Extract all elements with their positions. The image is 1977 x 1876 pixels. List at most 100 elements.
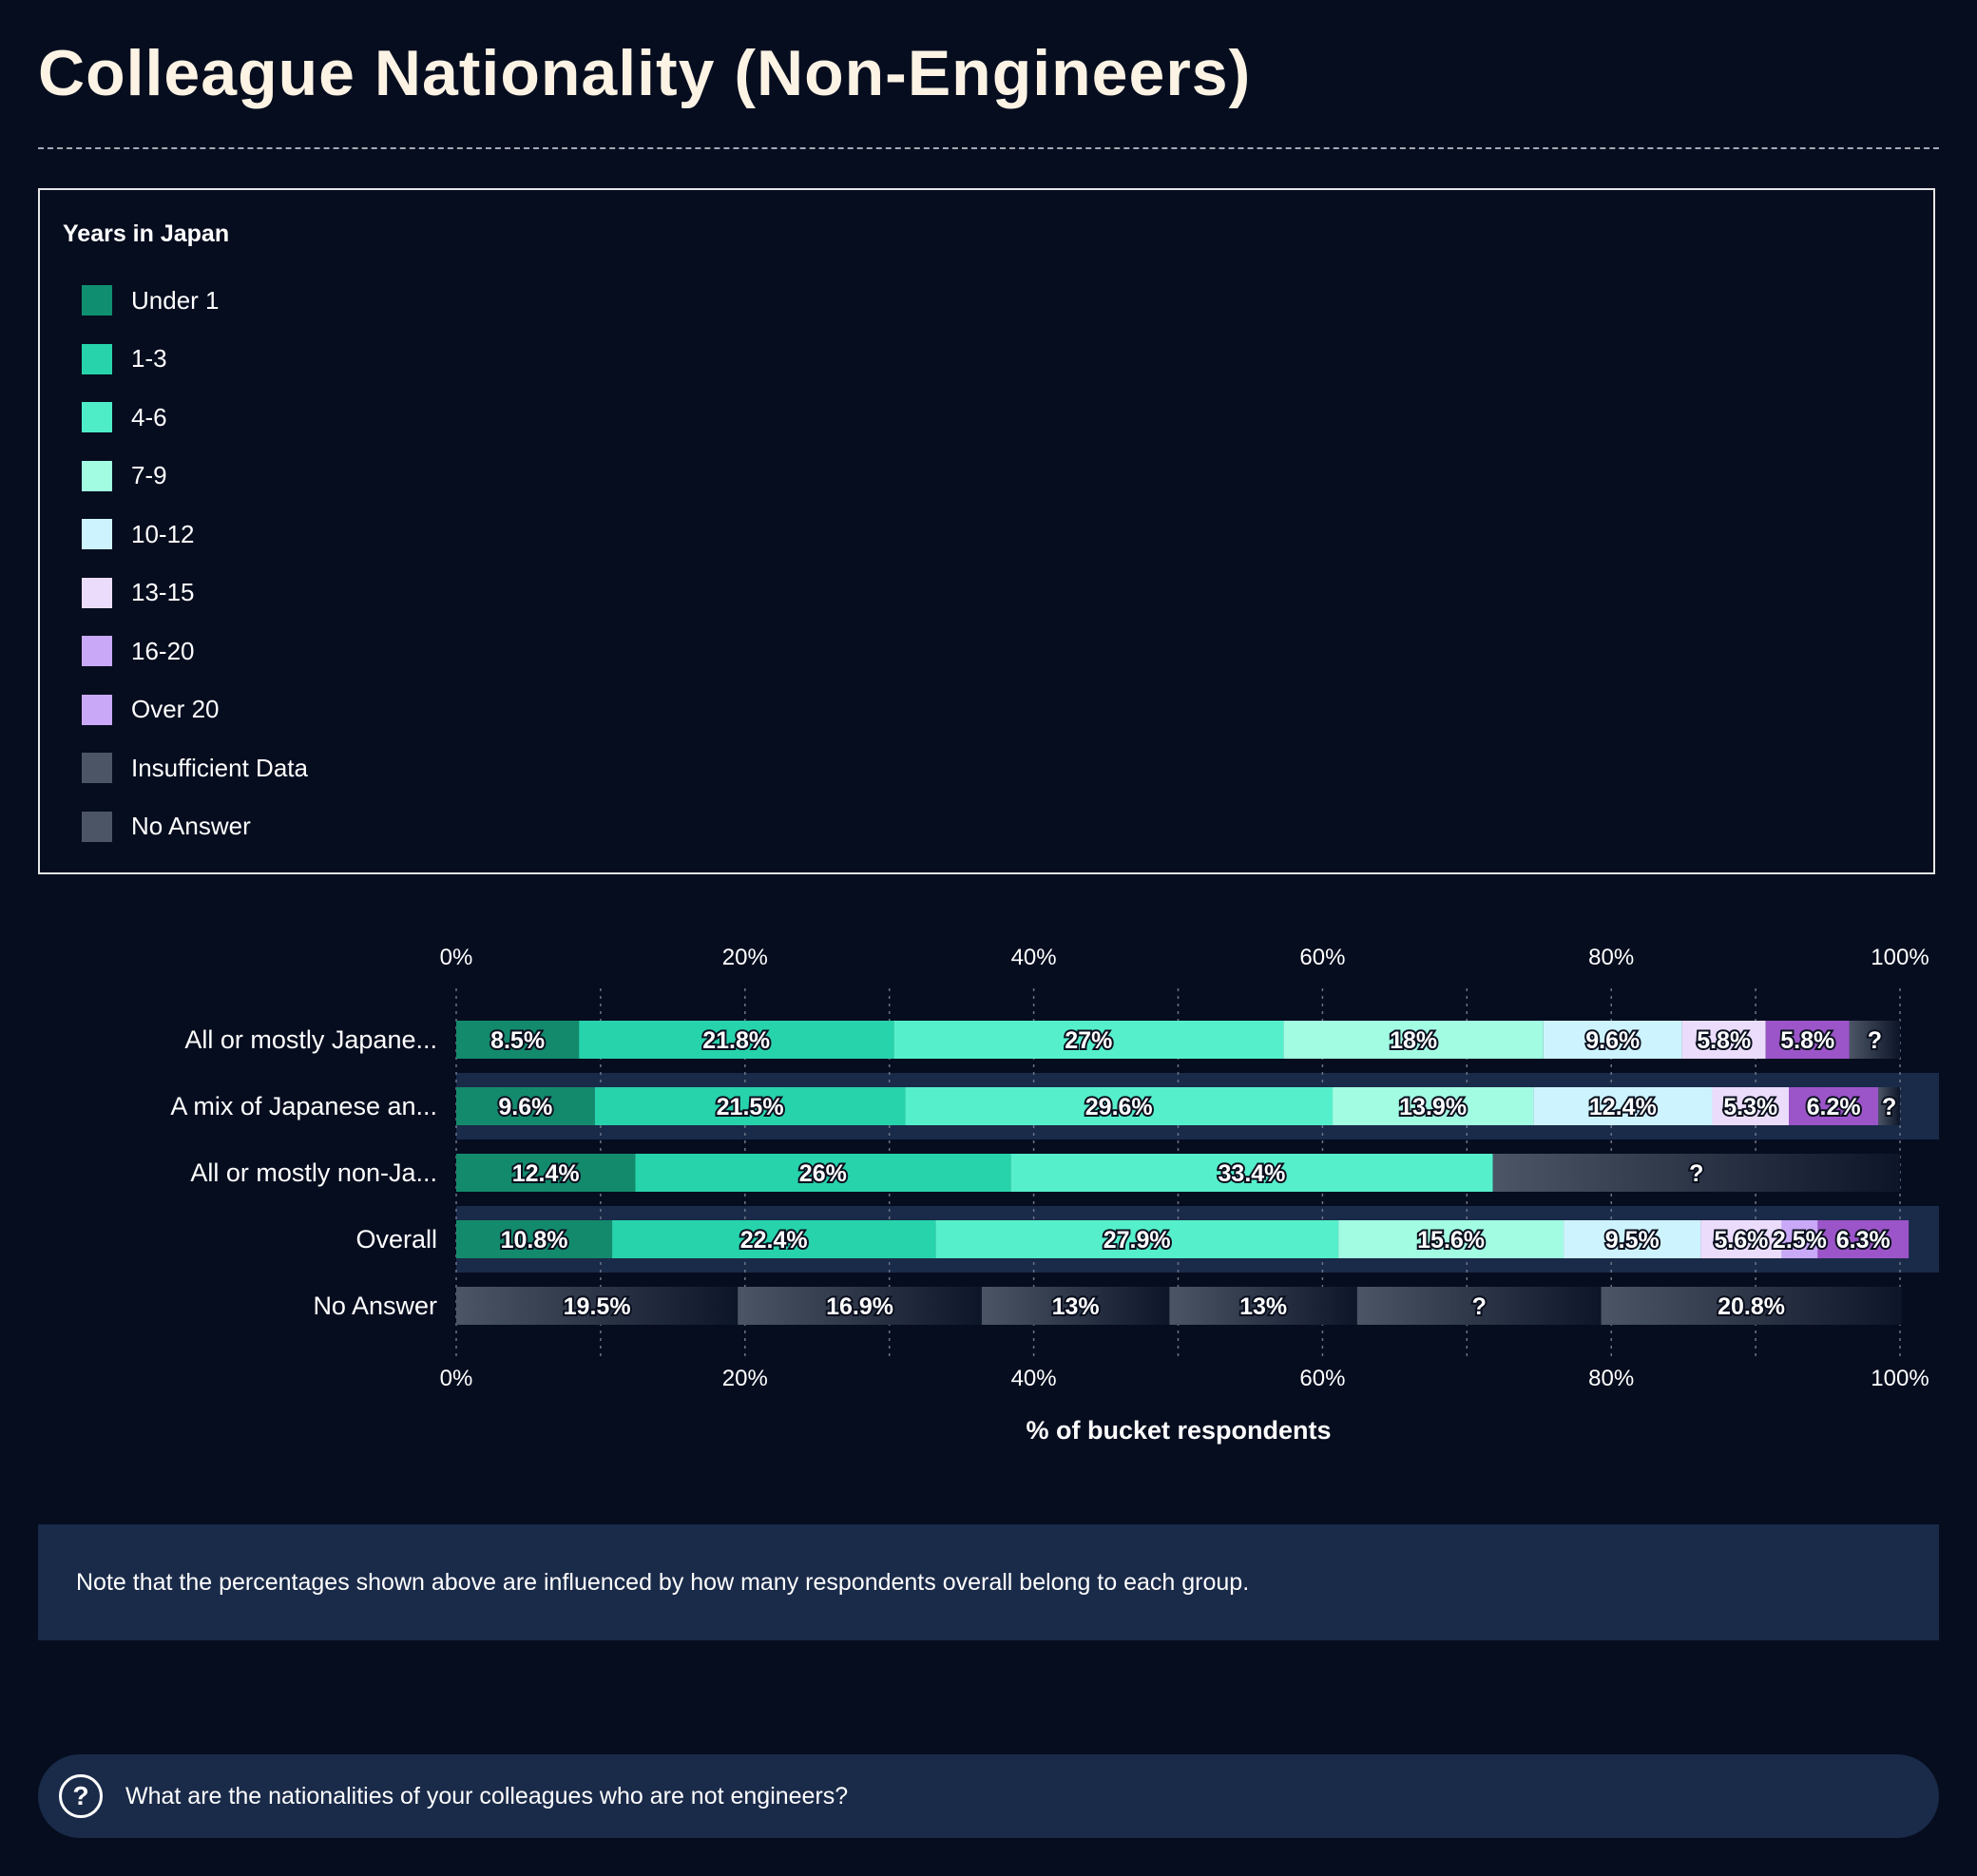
legend-item: No Answer — [82, 811, 251, 843]
bar-segment — [456, 1154, 636, 1192]
stacked-bar-chart: 0% 0% 20% 20% 40% 40% 60% 60% 80% 80% 100% 100% % of… — [170, 945, 1939, 1445]
bar-value-label: 6.3% — [1836, 1227, 1891, 1254]
bar-value-label: 5.3% — [1723, 1094, 1777, 1120]
note-panel: Note that the percentages shown above ar… — [38, 1524, 1939, 1640]
legend: Years in Japan Under 1 1-3 4-6 7-9 10-12 13-1… — [38, 188, 1935, 874]
bar-segment — [981, 1287, 1170, 1325]
x-tick-bottom: 0% — [440, 1366, 473, 1391]
bar-value-label: 21.5% — [717, 1094, 784, 1120]
bar-value-label: 13.9% — [1399, 1094, 1467, 1120]
bar-value-label: 2.5% — [1773, 1227, 1827, 1254]
bar-segment — [1333, 1087, 1534, 1125]
question-icon: ? — [59, 1774, 103, 1818]
x-tick-bottom: 60% — [1299, 1366, 1345, 1391]
bar-segment — [1817, 1220, 1910, 1258]
legend-swatch — [82, 577, 112, 608]
legend-label: 13-15 — [131, 578, 195, 606]
legend-title: Years in Japan — [63, 220, 230, 247]
legend-swatch — [82, 343, 112, 374]
category-label: No Answer — [313, 1292, 437, 1320]
bar-value-label: 9.6% — [498, 1094, 552, 1120]
legend-item: 4-6 — [82, 401, 167, 433]
bar-value-label: ? — [1882, 1094, 1896, 1120]
legend-swatch — [82, 636, 112, 666]
legend-swatch — [82, 460, 112, 491]
bar-segment — [1356, 1287, 1602, 1325]
bar-value-label: 15.6% — [1417, 1227, 1485, 1254]
category-label: Overall — [355, 1225, 437, 1254]
legend-item: 16-20 — [82, 635, 195, 667]
legend-label: 16-20 — [131, 636, 195, 665]
bar-value-label: 27.9% — [1104, 1227, 1171, 1254]
bar-value-label: 5.8% — [1780, 1027, 1834, 1054]
x-tick-top: 60% — [1299, 945, 1345, 970]
x-tick-bottom: 80% — [1588, 1366, 1634, 1391]
bar-value-label: 29.6% — [1085, 1094, 1153, 1120]
bar-segment — [456, 1287, 739, 1325]
bar-segment — [1283, 1021, 1544, 1059]
legend-swatch — [82, 519, 112, 549]
bar-segment — [579, 1021, 894, 1059]
bar-value-label: 9.6% — [1585, 1027, 1640, 1054]
legend-swatch — [82, 285, 112, 316]
x-axis-label: % of bucket respondents — [1026, 1416, 1331, 1445]
bar-value-label: 12.4% — [1589, 1094, 1657, 1120]
legend-item: 1-3 — [82, 343, 167, 375]
question-text: What are the nationalities of your colle… — [125, 1782, 849, 1809]
x-tick-bottom: 40% — [1011, 1366, 1057, 1391]
bar-value-label: ? — [1868, 1027, 1882, 1054]
bar-segment — [905, 1087, 1334, 1125]
bar-value-label: 6.2% — [1807, 1094, 1861, 1120]
bar-segment — [738, 1287, 982, 1325]
x-tick-bottom: 20% — [722, 1366, 768, 1391]
x-tick-top: 80% — [1588, 945, 1634, 970]
category-label: A mix of Japanese an... — [170, 1092, 437, 1120]
bar-value-label: 22.4% — [740, 1227, 808, 1254]
bar-value-label: 8.5% — [490, 1027, 545, 1054]
bar-segment — [1338, 1220, 1564, 1258]
note-text: Note that the percentages shown above ar… — [76, 1568, 1250, 1596]
legend-label: 10-12 — [131, 519, 195, 548]
bar-segment — [456, 1220, 613, 1258]
bar-segment — [1492, 1154, 1900, 1192]
bar-segment — [1712, 1087, 1790, 1125]
bar-segment — [594, 1087, 906, 1125]
bar-value-label: 19.5% — [564, 1293, 631, 1320]
x-tick-top: 40% — [1011, 945, 1057, 970]
legend-label: 4-6 — [131, 402, 167, 431]
bar-value-label: 27% — [1065, 1027, 1112, 1054]
title-divider — [38, 147, 1939, 149]
bar-value-label: ? — [1689, 1160, 1703, 1187]
bar-segment — [635, 1154, 1011, 1192]
x-tick-top: 0% — [440, 945, 473, 970]
x-tick-top: 100% — [1871, 945, 1929, 970]
bar-segment — [1878, 1087, 1900, 1125]
legend-swatch — [82, 753, 112, 783]
bar-segment — [1010, 1154, 1493, 1192]
bar-value-label: 13% — [1239, 1293, 1287, 1320]
bar-segment — [1543, 1021, 1682, 1059]
question-bar: ? What are the nationalities of your col… — [38, 1754, 1939, 1838]
bar-segment — [1169, 1287, 1357, 1325]
legend-swatch — [82, 402, 112, 432]
x-tick-top: 20% — [722, 945, 768, 970]
category-label: All or mostly non-Ja... — [190, 1158, 437, 1187]
bar-value-label: 33.4% — [1219, 1160, 1286, 1187]
legend-label: 1-3 — [131, 344, 167, 373]
legend-label: Under 1 — [131, 285, 220, 315]
legend-item: Insufficient Data — [82, 752, 308, 784]
page-title: Colleague Nationality (Non-Engineers) — [38, 37, 1252, 109]
category-label: All or mostly Japane... — [184, 1025, 437, 1054]
bar-value-label: 16.9% — [826, 1293, 893, 1320]
bar-segment — [1533, 1087, 1713, 1125]
bar-segment — [1765, 1021, 1850, 1059]
legend-item: Over 20 — [82, 694, 220, 726]
bar-value-label: 12.4% — [512, 1160, 580, 1187]
bar-value-label: 13% — [1052, 1293, 1100, 1320]
bar-segment — [1789, 1087, 1879, 1125]
bar-segment — [456, 1087, 595, 1125]
bar-value-label: 18% — [1390, 1027, 1437, 1054]
legend-item: 7-9 — [82, 460, 167, 492]
legend-label: Over 20 — [131, 695, 220, 723]
legend-item: 13-15 — [82, 577, 195, 609]
